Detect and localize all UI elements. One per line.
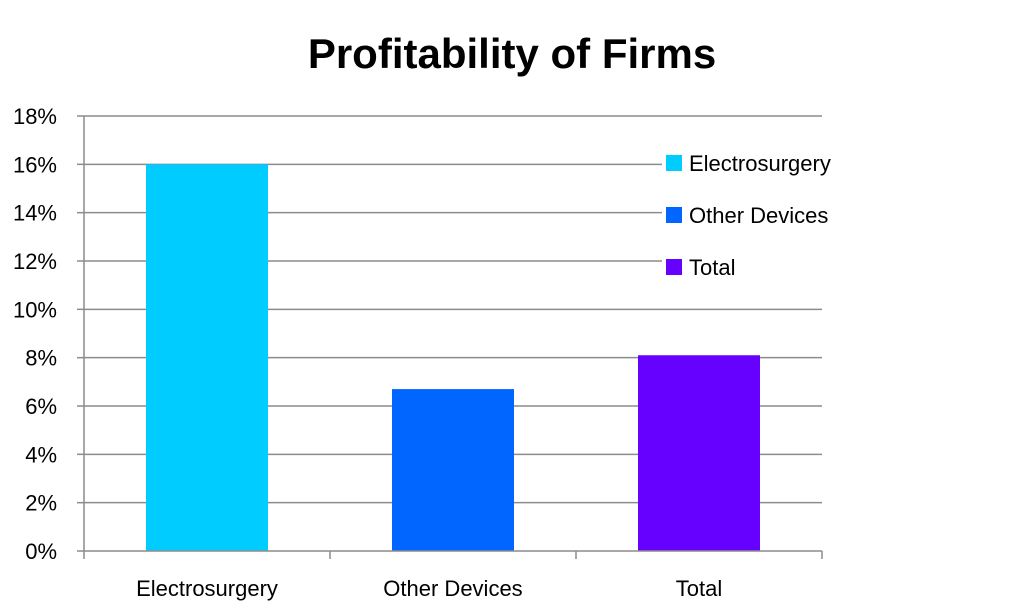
legend-backing [662,147,862,179]
y-tick-label: 18% [13,104,57,129]
y-tick-label: 14% [13,201,57,226]
x-category-label: Electrosurgery [136,576,278,601]
bar-total [638,355,760,551]
legend-swatch [666,155,682,171]
y-tick-label: 4% [25,442,57,467]
y-tick-label: 6% [25,394,57,419]
y-tick-label: 12% [13,249,57,274]
y-tick-label: 16% [13,152,57,177]
x-category-label: Other Devices [383,576,522,601]
bar-other-devices [392,389,514,551]
legend-backing [662,251,862,283]
axes [83,116,823,559]
y-tick-label: 8% [25,346,57,371]
bars [146,164,760,552]
x-axis-categories: Electrosurgery Other Devices Total [136,576,722,601]
bar-electrosurgery [146,164,268,552]
legend: Electrosurgery Other Devices Total [662,147,862,283]
chart-title: Profitability of Firms [308,30,716,77]
legend-backing [662,199,862,231]
y-tick-label: 0% [25,539,57,564]
y-tick-label: 2% [25,491,57,516]
x-category-label: Total [676,576,722,601]
y-axis-ticks: 0% 2% 4% 6% 8% 10% 12% 14% 16% 18% [13,104,84,564]
legend-swatch [666,207,682,223]
legend-label: Electrosurgery [689,151,831,176]
legend-swatch [666,259,682,275]
legend-label: Other Devices [689,203,828,228]
legend-label: Total [689,255,735,280]
y-tick-label: 10% [13,297,57,322]
